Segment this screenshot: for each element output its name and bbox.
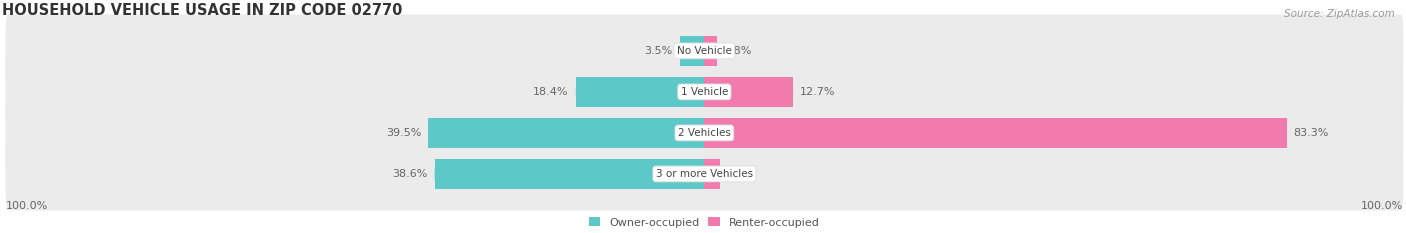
Text: 2.2%: 2.2%	[727, 169, 755, 179]
Text: 3.5%: 3.5%	[645, 46, 673, 56]
Text: Source: ZipAtlas.com: Source: ZipAtlas.com	[1284, 9, 1395, 19]
Text: 39.5%: 39.5%	[387, 128, 422, 138]
Text: 18.4%: 18.4%	[533, 87, 569, 97]
Text: 83.3%: 83.3%	[1294, 128, 1329, 138]
Text: 1 Vehicle: 1 Vehicle	[681, 87, 728, 97]
Text: No Vehicle: No Vehicle	[676, 46, 731, 56]
Circle shape	[681, 36, 685, 66]
Bar	[704, 118, 1286, 148]
Circle shape	[711, 36, 717, 66]
Bar	[434, 159, 704, 189]
Legend: Owner-occupied, Renter-occupied: Owner-occupied, Renter-occupied	[585, 213, 824, 232]
Text: 12.7%: 12.7%	[800, 87, 835, 97]
Circle shape	[1281, 118, 1286, 148]
Circle shape	[789, 77, 793, 107]
Bar	[704, 159, 720, 189]
Bar	[429, 118, 704, 148]
Text: 38.6%: 38.6%	[392, 169, 427, 179]
Circle shape	[576, 77, 581, 107]
FancyBboxPatch shape	[6, 96, 1403, 169]
Text: 2 Vehicles: 2 Vehicles	[678, 128, 731, 138]
FancyBboxPatch shape	[6, 55, 1403, 128]
Circle shape	[429, 118, 433, 148]
Bar	[681, 36, 704, 66]
FancyBboxPatch shape	[6, 137, 1403, 210]
Text: 1.8%: 1.8%	[724, 46, 752, 56]
FancyBboxPatch shape	[6, 14, 1403, 87]
Bar	[576, 77, 704, 107]
Bar	[704, 77, 793, 107]
Text: 100.0%: 100.0%	[1361, 201, 1403, 211]
Text: 3 or more Vehicles: 3 or more Vehicles	[655, 169, 754, 179]
Text: HOUSEHOLD VEHICLE USAGE IN ZIP CODE 02770: HOUSEHOLD VEHICLE USAGE IN ZIP CODE 0277…	[1, 3, 402, 18]
Bar	[704, 36, 717, 66]
Circle shape	[434, 159, 440, 189]
Circle shape	[714, 159, 720, 189]
Text: 100.0%: 100.0%	[6, 201, 48, 211]
